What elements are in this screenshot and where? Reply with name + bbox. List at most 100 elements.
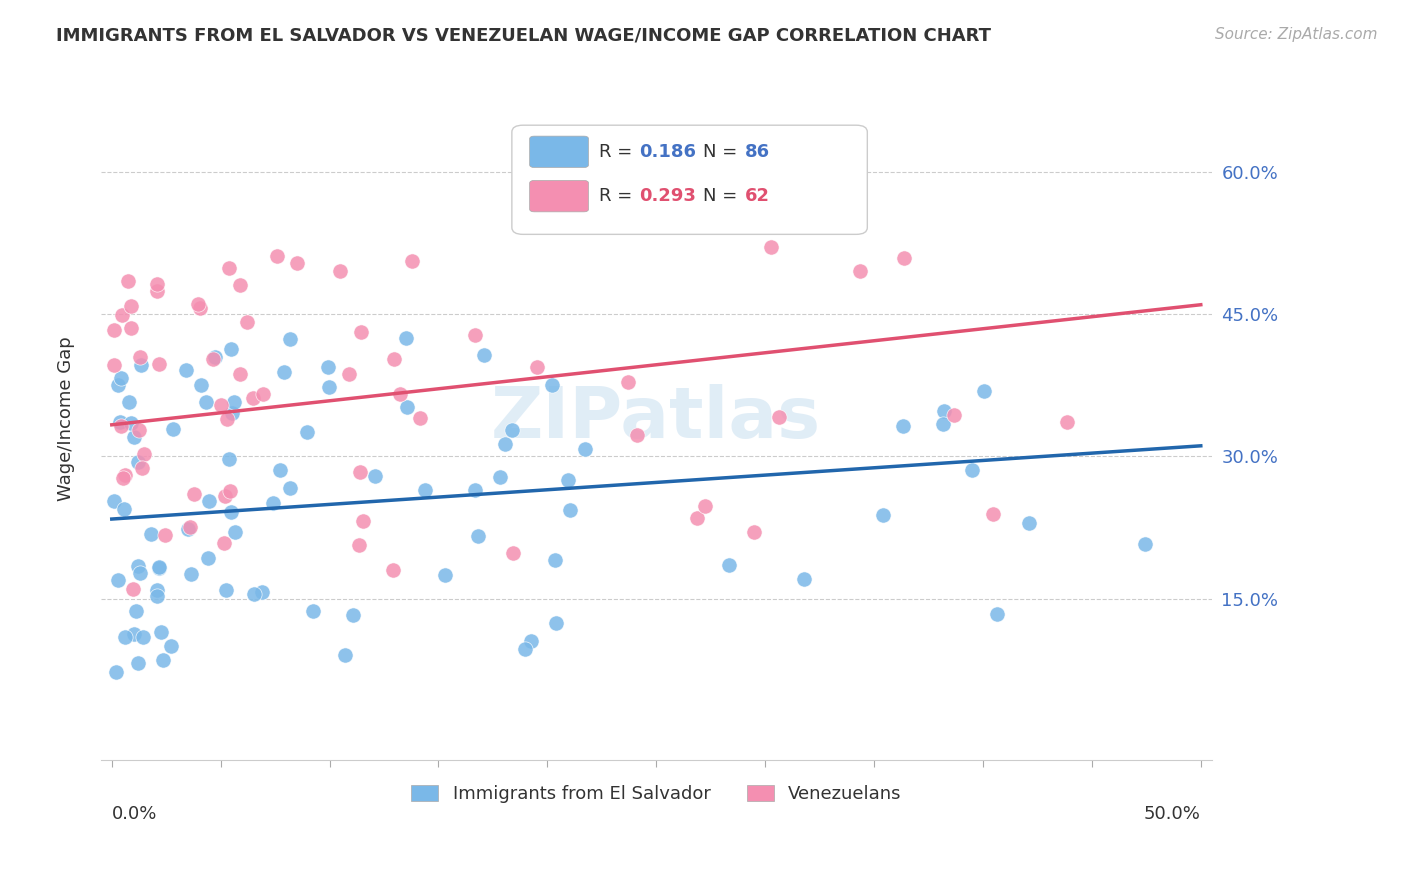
Point	[103, 323, 125, 337]
Point	[242, 391, 264, 405]
Point	[349, 538, 371, 552]
Point	[981, 507, 1004, 521]
Point	[352, 514, 374, 528]
Point	[973, 384, 995, 398]
Point	[546, 615, 568, 630]
Point	[214, 489, 236, 503]
Point	[986, 607, 1008, 622]
Point	[382, 352, 405, 367]
Point	[160, 639, 183, 653]
Point	[132, 630, 155, 644]
Point	[139, 527, 162, 541]
Point	[433, 567, 456, 582]
Point	[122, 430, 145, 444]
Point	[316, 359, 339, 374]
Point	[149, 625, 172, 640]
Point	[146, 277, 169, 292]
Point	[501, 423, 523, 437]
Point	[111, 309, 134, 323]
Point	[148, 559, 170, 574]
Point	[197, 550, 219, 565]
Point	[198, 494, 221, 508]
Point	[224, 525, 246, 540]
Point	[932, 404, 955, 418]
Point	[117, 274, 139, 288]
Point	[110, 418, 132, 433]
Point	[893, 252, 915, 266]
Point	[467, 529, 489, 543]
Point	[1018, 516, 1040, 531]
Text: N =: N =	[703, 143, 742, 161]
Point	[893, 419, 915, 434]
Point	[114, 467, 136, 482]
Point	[162, 422, 184, 436]
Point	[349, 466, 371, 480]
Point	[717, 558, 740, 572]
Point	[415, 483, 437, 497]
Point	[1056, 416, 1078, 430]
Point	[107, 573, 129, 587]
Point	[544, 553, 567, 567]
Point	[110, 371, 132, 385]
Point	[129, 358, 152, 372]
Point	[494, 437, 516, 451]
Point	[960, 463, 983, 477]
Point	[153, 528, 176, 542]
Point	[401, 254, 423, 268]
Point	[146, 285, 169, 299]
Point	[793, 572, 815, 586]
Point	[131, 461, 153, 475]
FancyBboxPatch shape	[530, 136, 589, 168]
Text: 0.186: 0.186	[640, 143, 696, 161]
Point	[183, 487, 205, 501]
Point	[125, 604, 148, 618]
Point	[761, 240, 783, 254]
Point	[105, 665, 128, 679]
Point	[942, 408, 965, 422]
Point	[1133, 537, 1156, 551]
Point	[515, 641, 537, 656]
Point	[242, 587, 264, 601]
Point	[932, 417, 955, 431]
Point	[693, 499, 716, 513]
Point	[236, 315, 259, 329]
Text: 62: 62	[745, 187, 770, 205]
Point	[768, 410, 790, 425]
Point	[464, 328, 486, 343]
Point	[252, 387, 274, 401]
Point	[179, 520, 201, 534]
Point	[120, 321, 142, 335]
Point	[395, 401, 418, 415]
Point	[541, 378, 564, 392]
Point	[127, 455, 149, 469]
Point	[616, 375, 638, 389]
Point	[128, 350, 150, 364]
Point	[849, 264, 872, 278]
Point	[148, 357, 170, 371]
Point	[350, 325, 373, 339]
Point	[502, 545, 524, 559]
Point	[188, 301, 211, 316]
Point	[285, 256, 308, 270]
Point	[103, 494, 125, 508]
Point	[744, 524, 766, 539]
Point	[395, 331, 418, 345]
Point	[389, 387, 412, 401]
Point	[318, 380, 340, 394]
Point	[112, 471, 135, 485]
Point	[148, 561, 170, 575]
Point	[335, 648, 357, 662]
Text: 50.0%: 50.0%	[1144, 805, 1201, 823]
Point	[127, 558, 149, 573]
Text: R =: R =	[599, 143, 637, 161]
Point	[301, 604, 323, 618]
Text: 0.293: 0.293	[640, 187, 696, 205]
FancyBboxPatch shape	[530, 180, 589, 211]
Point	[872, 508, 894, 522]
Point	[472, 348, 495, 362]
Legend: Immigrants from El Salvador, Venezuelans: Immigrants from El Salvador, Venezuelans	[402, 776, 911, 812]
Point	[266, 249, 288, 263]
Point	[228, 367, 250, 381]
Point	[464, 483, 486, 497]
Point	[120, 299, 142, 313]
